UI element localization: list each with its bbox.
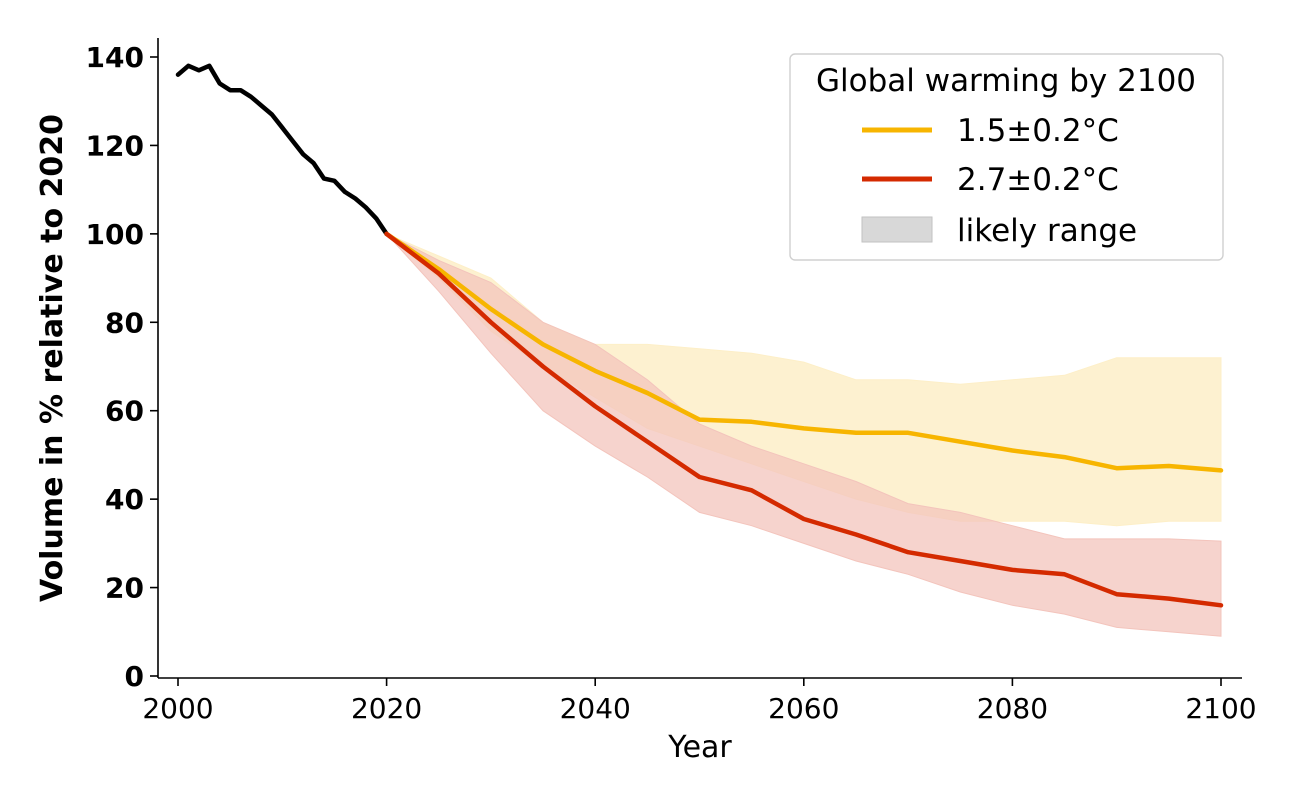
x-tick-label: 2020 xyxy=(351,692,422,725)
x-tick-label: 2040 xyxy=(560,692,631,725)
likely-range-band-2p7 xyxy=(386,233,1222,637)
y-tick-label: 100 xyxy=(86,218,144,251)
legend-label-likely-range: likely range xyxy=(957,213,1137,249)
legend-label-2p7: 2.7±0.2°C xyxy=(957,162,1119,198)
series-lines xyxy=(175,63,1224,608)
legend-label-1p5: 1.5±0.2°C xyxy=(957,113,1119,149)
y-tick-label: 0 xyxy=(125,660,144,693)
x-tick-label: 2100 xyxy=(1185,692,1256,725)
series-line-1p5 xyxy=(384,231,1224,473)
y-tick-label: 120 xyxy=(86,129,144,162)
x-ticks: 2000 2020 2040 2060 2080 2100 xyxy=(142,678,1257,725)
y-tick-label: 60 xyxy=(105,395,144,428)
legend-title: Global warming by 2100 xyxy=(816,63,1196,99)
x-tick-label: 2080 xyxy=(977,692,1048,725)
series-line-observed xyxy=(175,63,389,237)
y-ticks: 0 20 40 60 80 100 120 140 xyxy=(86,41,158,693)
y-tick-label: 80 xyxy=(105,306,144,339)
y-tick-label: 40 xyxy=(105,483,144,516)
legend-swatch-likely-range xyxy=(861,216,933,243)
uncertainty-bands xyxy=(386,233,1222,637)
x-tick-label: 2060 xyxy=(768,692,839,725)
y-tick-label: 140 xyxy=(86,41,144,74)
x-tick-label: 2000 xyxy=(142,692,213,725)
x-axis-title: Year xyxy=(667,730,732,765)
y-tick-label: 20 xyxy=(105,572,144,605)
series-line-2p7 xyxy=(384,231,1224,608)
legend-frame xyxy=(789,53,1224,261)
legend: Global warming by 2100 1.5±0.2°C 2.7±0.2… xyxy=(789,53,1224,261)
y-axis-title: Volume in % relative to 2020 xyxy=(35,114,70,602)
